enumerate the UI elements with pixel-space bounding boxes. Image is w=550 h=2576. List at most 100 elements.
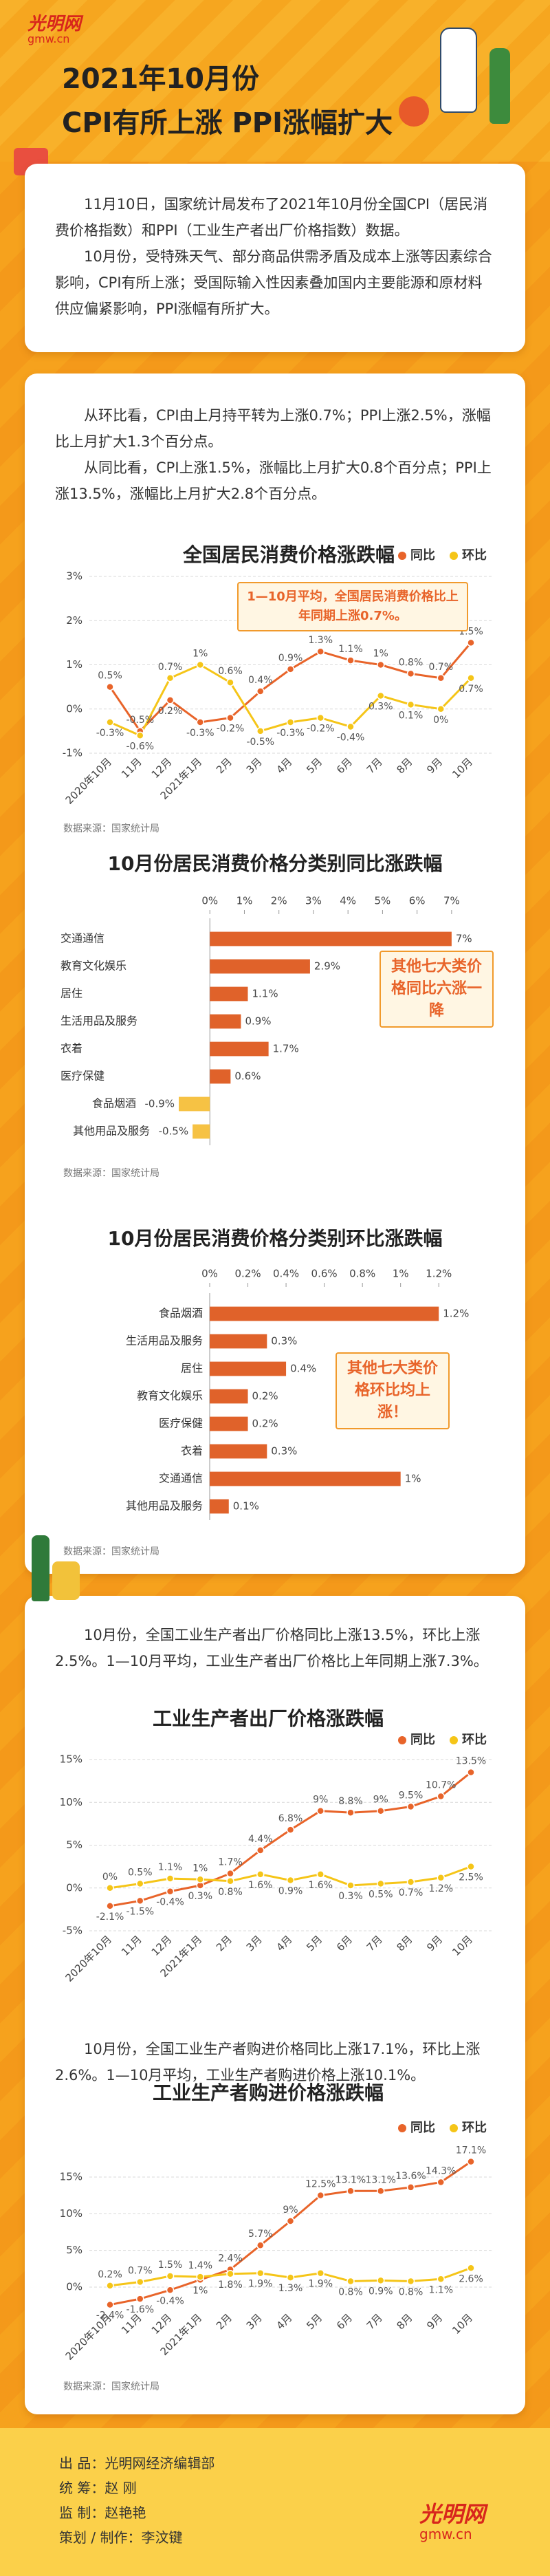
x-tick-label: 7月 xyxy=(364,755,385,776)
data-point xyxy=(346,2277,355,2286)
data-point xyxy=(166,674,175,682)
x-tick-label: 11月 xyxy=(119,755,144,781)
y-tick-label: 衣着 xyxy=(60,1042,82,1055)
x-tick-label: 3月 xyxy=(244,755,265,776)
data-point xyxy=(346,1808,355,1817)
data-point xyxy=(286,718,295,726)
data-label: 1.3% xyxy=(308,635,333,646)
data-point xyxy=(286,1826,295,1834)
data-point xyxy=(226,2270,234,2278)
data-label: 1.5% xyxy=(158,2260,183,2271)
data-point xyxy=(437,674,445,682)
x-tick-label: 9月 xyxy=(424,755,445,776)
data-point xyxy=(346,2187,355,2196)
data-label: -0.3% xyxy=(186,728,214,739)
x-tick-label: 4% xyxy=(340,895,356,907)
data-point xyxy=(377,691,385,700)
data-point xyxy=(467,638,475,647)
data-label: 17.1% xyxy=(456,2145,486,2156)
data-label: 9% xyxy=(283,2205,298,2216)
data-label: -0.3% xyxy=(276,728,305,739)
data-point xyxy=(467,2157,475,2166)
data-point xyxy=(106,682,114,691)
data-label: 4.4% xyxy=(248,1834,273,1845)
data-label: 0.8% xyxy=(399,657,424,668)
y-tick-label: 居住 xyxy=(181,1362,203,1375)
data-label: 1.3% xyxy=(278,2283,303,2294)
x-tick-label: 0.4% xyxy=(273,1268,299,1280)
paragraph: 10月份，受特殊天气、部分商品供需矛盾及成本上涨等因素综合影响，CPI有所上涨；… xyxy=(55,248,492,317)
data-point xyxy=(256,727,265,735)
data-label: -0.4% xyxy=(156,2295,184,2306)
data-point xyxy=(377,2276,385,2285)
chart-title: 工业生产者购进价格涨跌幅 xyxy=(153,2081,384,2104)
data-label: 1.1% xyxy=(158,1862,183,1873)
x-tick-label: 6月 xyxy=(334,755,355,776)
x-tick-label: 2月 xyxy=(214,1933,234,1953)
ppirm-text: 10月份，全国工业生产者购进价格同比上涨17.1%，环比上涨2.6%。1—10月… xyxy=(55,2036,495,2088)
data-label: 0.3% xyxy=(271,1445,297,1458)
data-label: 0.3% xyxy=(271,1335,297,1347)
bar xyxy=(210,1389,248,1404)
y-tick-label: -5% xyxy=(63,1925,82,1937)
data-label: 0.9% xyxy=(368,2286,393,2297)
data-label: 10.7% xyxy=(426,1780,456,1791)
bar xyxy=(210,931,452,946)
data-label: 13.5% xyxy=(456,1756,486,1767)
logo-domain: gmw.cn xyxy=(28,32,70,45)
data-label: 0.8% xyxy=(218,1887,243,1898)
data-label: 0.2% xyxy=(98,2269,122,2280)
bar xyxy=(210,1014,241,1029)
x-tick-label: 2020年10月 xyxy=(63,1933,114,1984)
credits-band xyxy=(0,2428,550,2576)
data-label: 9% xyxy=(313,1795,328,1806)
data-point xyxy=(256,1846,265,1854)
data-label: 1.7% xyxy=(273,1043,299,1055)
data-point xyxy=(467,2264,475,2273)
data-label: -0.6% xyxy=(126,741,154,752)
x-tick-label: 0% xyxy=(201,1268,218,1280)
data-label: 1.1% xyxy=(428,2284,453,2295)
y-tick-label: 医疗保健 xyxy=(60,1070,104,1083)
intro-card xyxy=(25,164,525,352)
data-label: 0.8% xyxy=(399,2286,424,2297)
data-point xyxy=(406,1878,415,1886)
data-label: 0.4% xyxy=(248,675,273,686)
x-tick-label: 4月 xyxy=(274,1933,294,1953)
bar xyxy=(210,1306,439,1321)
data-label: -1.5% xyxy=(126,1906,154,1917)
data-label: 1% xyxy=(192,2285,208,2296)
paragraph: 10月份，全国工业生产者出厂价格同比上涨13.5%，环比上涨2.5%。1—10月… xyxy=(55,1627,488,1669)
source-note: 数据来源：国家统计局 xyxy=(63,1546,160,1557)
data-label: 0.4% xyxy=(290,1363,316,1375)
data-point xyxy=(286,665,295,673)
data-point xyxy=(166,2286,175,2295)
x-tick-label: 3月 xyxy=(244,2311,265,2332)
data-point xyxy=(166,2272,175,2280)
y-tick-label: 生活用品及服务 xyxy=(126,1334,203,1347)
data-label: 0.7% xyxy=(128,2266,153,2277)
data-label: -2.4% xyxy=(96,2310,124,2321)
data-point xyxy=(406,669,415,678)
x-tick-label: 6月 xyxy=(334,1933,355,1953)
data-label: 0.1% xyxy=(399,710,424,721)
paragraph: 从同比看，CPI上涨1.5%，涨幅比上月扩大0.8个百分点；PPI上涨13.5%… xyxy=(55,459,492,502)
data-point xyxy=(316,647,324,656)
chart-title: 10月份居民消费价格分类别同比涨跌幅 xyxy=(108,852,443,875)
x-tick-label: 3% xyxy=(305,895,322,907)
decor-bottle xyxy=(32,1535,50,1601)
data-point xyxy=(166,1874,175,1883)
legend-label: 环比 xyxy=(462,2121,487,2135)
data-label: -2.1% xyxy=(96,1912,124,1923)
x-tick-label: 7月 xyxy=(364,2311,385,2332)
data-point xyxy=(437,1792,445,1801)
source-note: 数据来源：国家统计局 xyxy=(63,823,160,834)
data-label: 0.9% xyxy=(278,653,303,664)
data-point xyxy=(256,2269,265,2277)
data-label: -0.5% xyxy=(126,715,154,726)
y-tick-label: 15% xyxy=(60,2171,82,2183)
data-label: 0.7% xyxy=(399,1887,424,1898)
paragraph: 从环比看，CPI由上月持平转为上涨0.7%；PPI上涨2.5%，涨幅比上月扩大1… xyxy=(55,407,491,450)
x-tick-label: 5月 xyxy=(304,1933,324,1953)
data-label: 0.3% xyxy=(188,1891,212,1902)
